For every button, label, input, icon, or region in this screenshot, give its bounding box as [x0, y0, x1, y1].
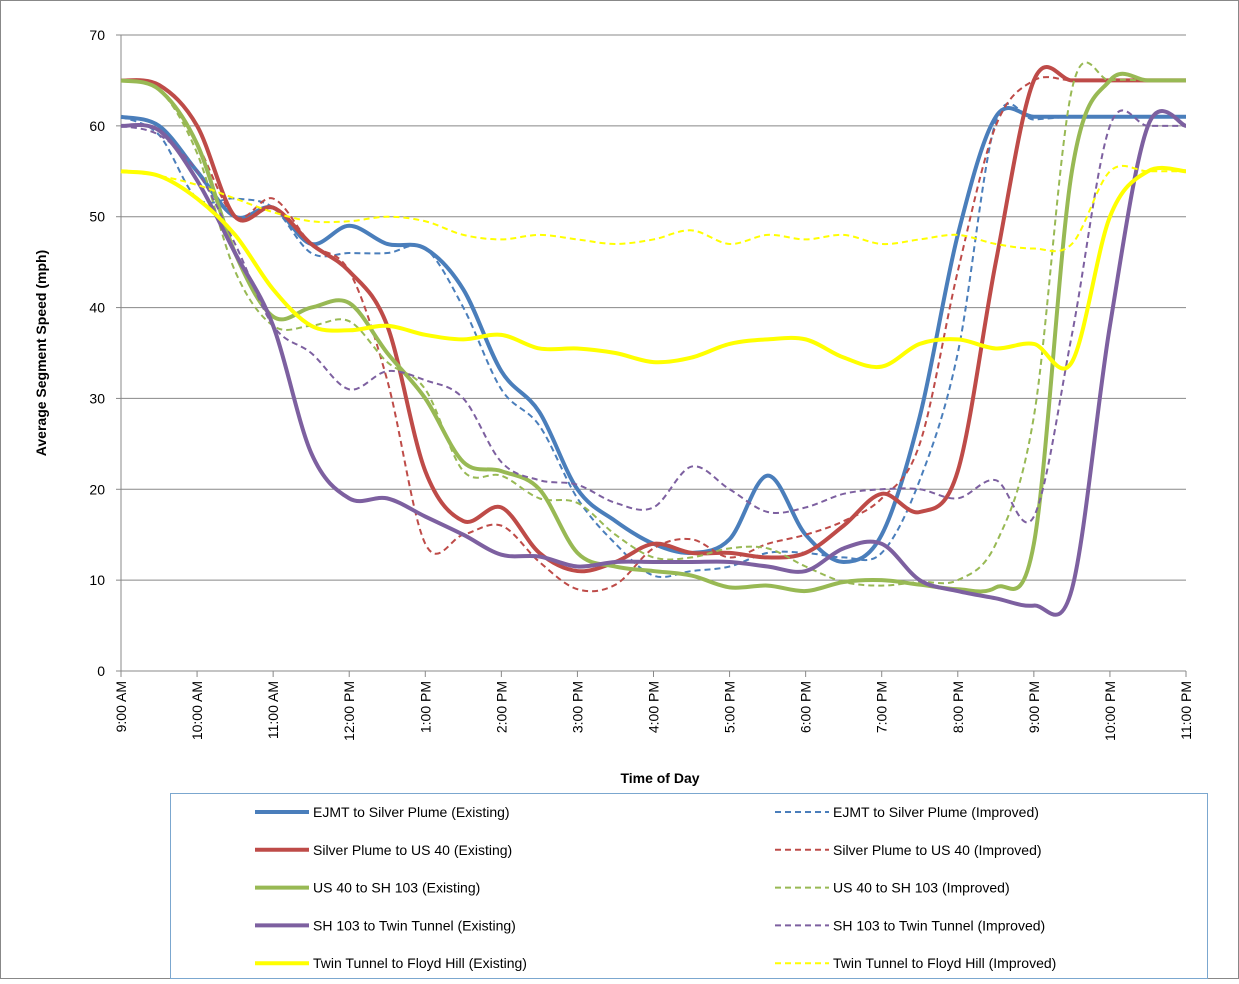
- legend-label: US 40 to SH 103 (Improved): [833, 880, 1010, 896]
- y-tick-label: 10: [89, 572, 105, 588]
- x-tick-label: 11:00 PM: [1178, 681, 1194, 740]
- x-tick-label: 2:00 PM: [493, 681, 509, 733]
- series-line: [120, 165, 1187, 371]
- y-tick-label: 50: [89, 209, 105, 225]
- legend-label: US 40 to SH 103 (Existing): [313, 880, 480, 896]
- legend-label: Twin Tunnel to Floyd Hill (Improved): [833, 955, 1056, 971]
- y-tick-label: 0: [97, 663, 105, 679]
- x-tick-label: 12:00 PM: [341, 681, 357, 741]
- x-tick-label: 6:00 PM: [798, 681, 814, 733]
- legend-label: Silver Plume to US 40 (Existing): [313, 842, 512, 858]
- series-line: [120, 102, 1186, 579]
- y-tick-label: 20: [89, 481, 105, 497]
- y-tick-label: 60: [89, 118, 105, 134]
- y-tick-label: 30: [89, 390, 105, 406]
- legend-label: SH 103 to Twin Tunnel (Existing): [313, 917, 516, 933]
- x-tick-label: 4:00 PM: [646, 681, 662, 733]
- y-tick-label: 40: [89, 300, 105, 316]
- x-tick-label: 10:00 PM: [1102, 681, 1118, 741]
- x-axis-title: Time of Day: [620, 770, 699, 786]
- series-line: [120, 76, 1186, 593]
- series-line: [120, 164, 1186, 253]
- x-tick-label: 10:00 AM: [189, 681, 205, 740]
- series-line: [120, 109, 1187, 617]
- legend-box: [170, 793, 1208, 979]
- x-tick-label: 9:00 AM: [113, 681, 129, 732]
- legend-label: EJMT to Silver Plume (Existing): [313, 804, 510, 820]
- x-tick-label: 5:00 PM: [722, 681, 738, 733]
- series-line: [120, 61, 1186, 587]
- x-tick-label: 1:00 PM: [417, 681, 433, 733]
- y-tick-label: 70: [89, 27, 105, 43]
- x-tick-label: 11:00 AM: [265, 681, 281, 739]
- series-line: [120, 109, 1186, 524]
- legend-label: SH 103 to Twin Tunnel (Improved): [833, 917, 1045, 933]
- x-tick-label: 8:00 PM: [950, 681, 966, 733]
- legend-label: Silver Plume to US 40 (Improved): [833, 842, 1042, 858]
- x-tick-label: 3:00 PM: [569, 681, 585, 733]
- legend-label: EJMT to Silver Plume (Improved): [833, 804, 1039, 820]
- legend-label: Twin Tunnel to Floyd Hill (Existing): [313, 955, 527, 971]
- y-axis-title: Average Segment Speed (mph): [33, 250, 49, 456]
- x-tick-label: 9:00 PM: [1026, 681, 1042, 733]
- x-tick-label: 7:00 PM: [874, 681, 890, 733]
